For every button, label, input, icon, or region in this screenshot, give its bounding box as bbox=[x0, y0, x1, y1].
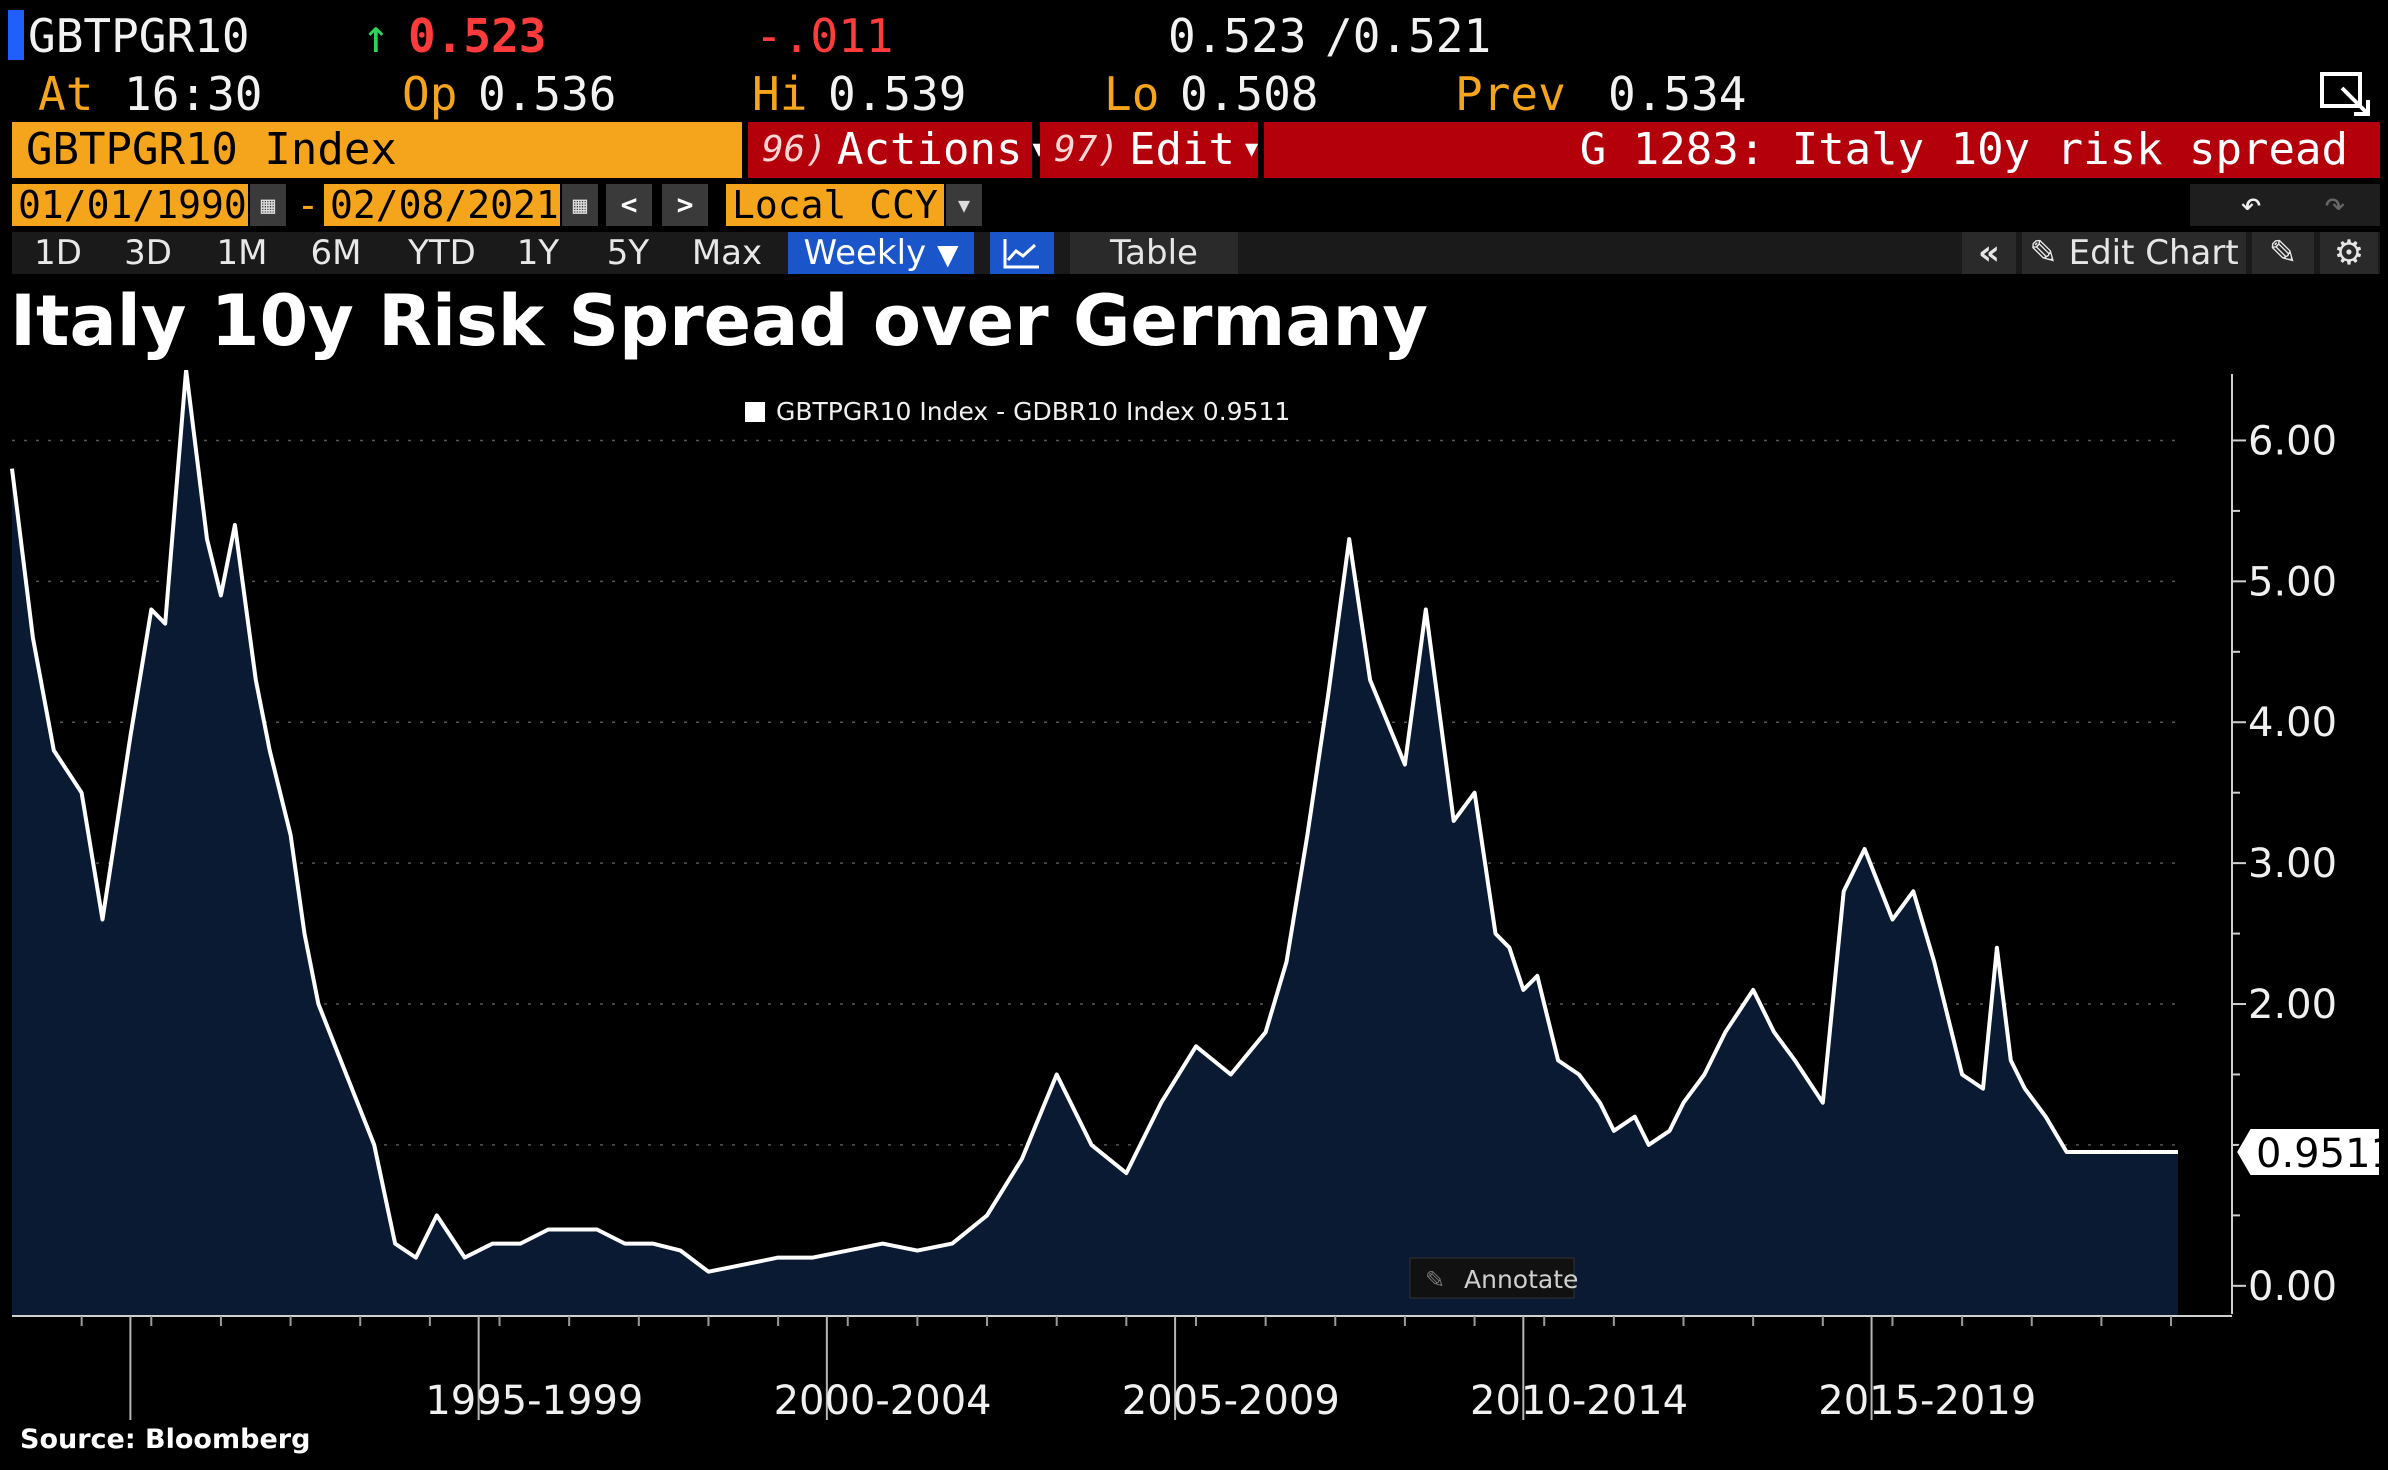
redo-icon[interactable]: ↷ bbox=[2324, 184, 2346, 225]
x-axis: 1995-1999 2000-2004 2005-2009 2010-2014 2015… bbox=[12, 1315, 2232, 1424]
pencil-icon: ✎ bbox=[2029, 233, 2058, 273]
high-value: 0.539 bbox=[828, 67, 967, 121]
tab-1y[interactable]: 1Y bbox=[516, 233, 560, 273]
open-label: Op bbox=[402, 67, 458, 121]
edit-chart-label: Edit Chart bbox=[2068, 233, 2239, 273]
series-area bbox=[12, 370, 2178, 1316]
series-line bbox=[10, 370, 2178, 1274]
x-tick-label: 2005-2009 bbox=[1122, 1378, 1340, 1424]
x-tick-label: 2010-2014 bbox=[1470, 1378, 1688, 1424]
frequency-dropdown[interactable]: Weekly ▼ bbox=[788, 232, 974, 274]
edit-menu-button[interactable]: 97) Edit ▼ bbox=[1040, 122, 1258, 178]
tab-5y[interactable]: 5Y bbox=[606, 233, 650, 273]
chart-area: 1995-1999 2000-2004 2005-2009 2010-2014 2015… bbox=[10, 370, 2388, 1424]
chart-id-text: G 1283: Italy 10y risk spread bbox=[1579, 124, 2348, 175]
ticker-marker bbox=[8, 10, 24, 60]
undo-strip bbox=[2190, 184, 2380, 226]
edit-chart-button[interactable]: ✎ Edit Chart bbox=[2022, 232, 2246, 274]
x-tick-label: 2000-2004 bbox=[774, 1378, 992, 1424]
annotate-button[interactable]: ✎ Annotate bbox=[1409, 1257, 1578, 1299]
tab-1m[interactable]: 1M bbox=[216, 233, 268, 273]
y-tick-label: 4.00 bbox=[2248, 700, 2337, 746]
y-tick-label: 0.00 bbox=[2248, 1264, 2337, 1310]
at-value: 16:30 bbox=[124, 67, 263, 121]
prev-label: Prev bbox=[1455, 67, 1566, 121]
caret-down-icon: ▼ bbox=[936, 238, 959, 271]
frequency-label: Weekly bbox=[803, 233, 927, 273]
high-label: Hi bbox=[752, 67, 808, 121]
ticker-symbol: GBTPGR10 bbox=[28, 9, 250, 63]
last-value-tag: 0.9511 bbox=[2234, 1126, 2388, 1177]
chevron-left-icon[interactable]: < bbox=[606, 184, 652, 226]
tab-1d[interactable]: 1D bbox=[34, 233, 82, 273]
line-chart-icon[interactable] bbox=[990, 232, 1054, 274]
open-value: 0.536 bbox=[478, 67, 617, 121]
bid-price: 0.523 bbox=[1168, 9, 1307, 63]
actions-menu-button[interactable]: 96) Actions ▼ bbox=[748, 122, 1046, 178]
legend-swatch bbox=[745, 402, 765, 422]
legend-label: GBTPGR10 Index - GDBR10 Index 0.9511 bbox=[776, 397, 1290, 426]
tab-3d[interactable]: 3D bbox=[124, 233, 172, 273]
y-tick-label: 3.00 bbox=[2248, 841, 2337, 887]
prev-value: 0.534 bbox=[1608, 67, 1747, 121]
actions-label: Actions bbox=[837, 124, 1023, 175]
gear-icon[interactable]: ⚙ bbox=[2320, 232, 2378, 274]
low-label: Lo bbox=[1104, 67, 1160, 121]
at-label: At bbox=[38, 67, 94, 121]
end-date-input[interactable]: 02/08/2021 bbox=[324, 184, 560, 226]
y-axis: 0.00 2.00 3.00 4.00 5.00 6.00 bbox=[2231, 374, 2337, 1314]
calendar-icon[interactable]: ▦ bbox=[562, 184, 598, 226]
undo-icon[interactable]: ↶ bbox=[2240, 184, 2262, 225]
start-date-input[interactable]: 01/01/1990 bbox=[12, 184, 248, 226]
caret-down-icon: ▼ bbox=[1245, 137, 1259, 162]
actions-number: 96) bbox=[762, 129, 828, 170]
ask-price: /0.521 bbox=[1325, 9, 1492, 63]
annotate-label: Annotate bbox=[1464, 1265, 1578, 1294]
x-tick-label: 1995-1999 bbox=[425, 1378, 643, 1424]
chart-title: Italy 10y Risk Spread over Germany bbox=[10, 280, 1429, 362]
tab-6m[interactable]: 6M bbox=[310, 233, 362, 273]
last-price: 0.523 bbox=[408, 9, 547, 63]
y-tick-label: 6.00 bbox=[2248, 418, 2337, 464]
security-field-text: GBTPGR10 Index bbox=[26, 124, 397, 175]
currency-select[interactable]: Local CCY bbox=[726, 184, 944, 226]
edit-label: Edit bbox=[1129, 124, 1235, 175]
x-tick-label: 2015-2019 bbox=[1818, 1378, 2036, 1424]
source-note: Source: Bloomberg bbox=[20, 1424, 311, 1455]
tab-ytd[interactable]: YTD bbox=[408, 233, 476, 273]
last-value-label: 0.9511 bbox=[2256, 1131, 2388, 1177]
date-separator: - bbox=[296, 183, 320, 227]
table-button[interactable]: Table bbox=[1070, 232, 1238, 274]
edit-table-icon[interactable]: ✎ bbox=[2252, 232, 2314, 274]
y-tick-label: 2.00 bbox=[2248, 982, 2337, 1028]
collapse-icon[interactable]: « bbox=[1962, 232, 2016, 274]
chevron-right-icon[interactable]: > bbox=[662, 184, 708, 226]
y-tick-label: 5.00 bbox=[2248, 559, 2337, 605]
up-arrow-icon: ↑ bbox=[362, 9, 390, 63]
security-field[interactable]: GBTPGR10 Index bbox=[12, 122, 742, 178]
tab-max[interactable]: Max bbox=[691, 233, 763, 273]
calendar-icon[interactable]: ▦ bbox=[250, 184, 286, 226]
chart-id-bar: G 1283: Italy 10y risk spread bbox=[1264, 122, 2380, 178]
low-value: 0.508 bbox=[1180, 67, 1319, 121]
caret-down-icon[interactable]: ▼ bbox=[946, 184, 982, 226]
popout-icon[interactable] bbox=[2318, 70, 2374, 120]
edit-number: 97) bbox=[1054, 129, 1120, 170]
net-change: -.011 bbox=[755, 9, 894, 63]
pencil-icon: ✎ bbox=[1425, 1266, 1445, 1294]
legend: GBTPGR10 Index - GDBR10 Index 0.9511 bbox=[745, 397, 1290, 426]
